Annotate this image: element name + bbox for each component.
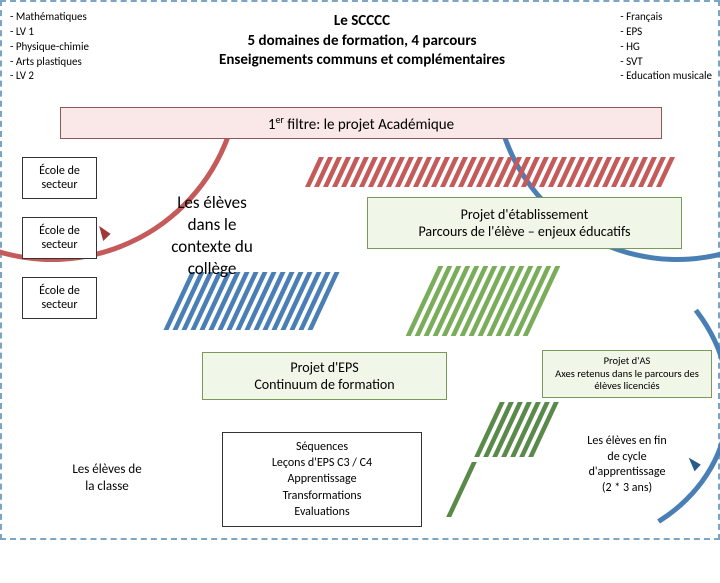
title-l1: Le SCCCC [152, 12, 572, 32]
hatch-green-right [406, 266, 569, 336]
projet-as: Projet d'AS Axes retenus dans le parcour… [542, 350, 712, 398]
list-item: EPS [620, 25, 712, 40]
ecole-1: École de secteur [22, 157, 97, 199]
hatch-blue-left [163, 272, 350, 330]
list-item: Mathématiques [10, 10, 89, 25]
fin-cycle: Les élèves en fin de cycle d'apprentissa… [542, 434, 712, 496]
list-item: Education musicale [620, 69, 712, 84]
right-subject-list: FrançaisEPSHGSVTEducation musicale [620, 10, 712, 84]
list-item: LV 1 [10, 25, 89, 40]
main-title: Le SCCCC 5 domaines de formation, 4 parc… [152, 12, 572, 71]
ecole-3: École de secteur [22, 277, 97, 319]
left-subject-list: MathématiquesLV 1Physique-chimieArts pla… [10, 10, 89, 84]
projet-eps: Projet d'EPS Continuum de formation [202, 352, 447, 400]
projet-etablissement: Projet d'établissement Parcours de l'élè… [367, 197, 682, 249]
title-l2: 5 domaines de formation, 4 parcours [152, 32, 572, 52]
hatch-red-top [305, 157, 699, 187]
list-item: LV 2 [10, 69, 89, 84]
sequences-box: Séquences Leçons d'EPS C3 / C4 Apprentis… [222, 432, 422, 527]
eleves-classe: Les élèves de la classe [52, 462, 162, 496]
filter-academic: 1er filtre: le projet Académique [60, 107, 662, 139]
list-item: SVT [620, 55, 712, 70]
list-item: Français [620, 10, 712, 25]
list-item: Arts plastiques [10, 55, 89, 70]
list-item: HG [620, 40, 712, 55]
title-l3: Enseignements communs et complémentaires [152, 51, 572, 71]
ecole-2: École de secteur [22, 217, 97, 259]
list-item: Physique-chimie [10, 40, 89, 55]
eleves-college: Les élèves dans le contexte du collège [152, 192, 272, 280]
